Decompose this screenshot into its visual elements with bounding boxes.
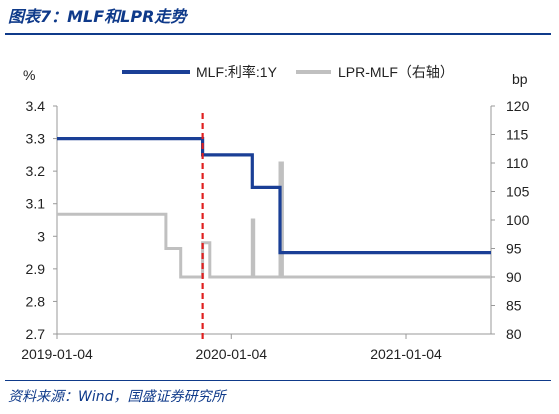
x-axis-tick-label: 2020-01-04 bbox=[195, 346, 267, 362]
series-mlf-rate-line bbox=[57, 137, 491, 255]
left-axis-tick-label: 2.7 bbox=[26, 326, 46, 342]
right-axis-tick-label: 100 bbox=[506, 212, 530, 228]
chart-series-layer bbox=[57, 113, 491, 340]
left-axis-tick-label: 3.2 bbox=[26, 163, 46, 179]
left-axis-tick-label: 3.1 bbox=[26, 196, 46, 212]
chart-legend: MLF:利率:1Y LPR-MLF（右轴） bbox=[122, 64, 454, 80]
left-axis-unit-label: % bbox=[23, 67, 35, 83]
right-axis-tick-label: 80 bbox=[506, 326, 522, 342]
source-divider bbox=[5, 380, 551, 381]
right-axis-tick-label: 105 bbox=[506, 184, 530, 200]
left-axis-tick-label: 2.8 bbox=[26, 293, 46, 309]
legend-label-0: MLF:利率:1Y bbox=[196, 64, 278, 80]
chart-canvas: 3.4 3.3 3.2 3.1 3 2.9 2.8 2.7 120 115 110 105 100 95 9… bbox=[21, 64, 529, 362]
chart-axes: 3.4 3.3 3.2 3.1 3 2.9 2.8 2.7 120 115 110 105 100 95 9… bbox=[21, 67, 529, 362]
right-axis-tick-label: 85 bbox=[506, 298, 522, 314]
chart-title: 图表7：MLF和LPR走势 bbox=[8, 7, 187, 26]
right-axis-tick-label: 95 bbox=[506, 241, 522, 257]
left-axis-tick-label: 3.3 bbox=[26, 131, 46, 147]
legend-label-1: LPR-MLF（右轴） bbox=[338, 64, 454, 80]
source-note: 资料来源：Wind，国盛证券研究所 bbox=[8, 389, 226, 405]
right-axis-unit-label: bp bbox=[512, 71, 528, 87]
right-axis-tick-label: 120 bbox=[506, 98, 530, 114]
left-axis-tick-label: 3 bbox=[37, 228, 45, 244]
left-axis-tick-label: 3.4 bbox=[26, 98, 46, 114]
right-axis-tick-label: 110 bbox=[506, 155, 529, 171]
series-lpr-mlf-line bbox=[57, 161, 491, 279]
right-axis-tick-label: 90 bbox=[506, 269, 522, 285]
title-divider bbox=[5, 33, 551, 35]
x-axis-tick-label: 2021-01-04 bbox=[370, 346, 442, 362]
x-axis-tick-label: 2019-01-04 bbox=[21, 346, 93, 362]
right-axis-tick-label: 115 bbox=[506, 127, 529, 143]
left-axis-tick-label: 2.9 bbox=[26, 261, 46, 277]
